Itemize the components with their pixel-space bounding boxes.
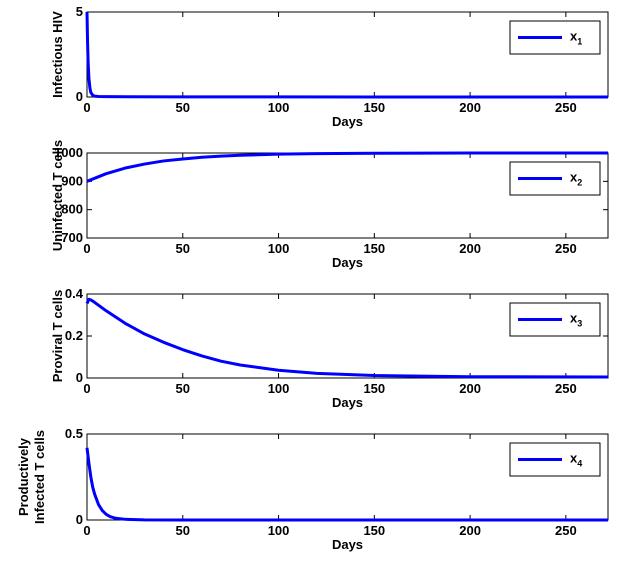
legend: x2 [509,161,601,196]
series-line [86,151,608,183]
x-tick-label: 150 [363,523,385,538]
x-tick-label: 200 [459,523,481,538]
x-tick-label: 250 [555,381,577,396]
x-tick-label: 100 [268,381,290,396]
series-line [85,297,609,379]
x-axis-label: Days [332,114,363,129]
x-tick-label: 0 [83,100,90,115]
legend: x3 [509,302,601,337]
x-tick-label: 250 [555,241,577,256]
y-tick-label: 0.5 [65,426,83,441]
x-axis-label: Days [332,255,363,270]
y-tick-label: 800 [61,202,83,217]
y-tick-label: 0 [76,89,83,104]
x-tick-label: 250 [555,100,577,115]
y-axis-label: Proviral T cells [50,290,65,383]
x-axis-label: Days [332,395,363,410]
x-axis-label: Days [332,537,363,552]
subplot-2: 0 50 100 150 200 250 700 800 900 1000 Days Uninfect… [50,140,609,270]
x-tick-label: 150 [363,381,385,396]
x-tick-label: 200 [459,100,481,115]
series-line [85,447,608,522]
y-tick-label: 700 [61,230,83,245]
x-tick-label: 250 [555,523,577,538]
y-tick-label: 900 [61,173,83,188]
x-tick-label: 0 [83,241,90,256]
y-axis-label: Infectious HIV [50,11,65,98]
y-tick-label: 0.4 [65,286,84,301]
y-tick-label: 0 [76,512,83,527]
subplot-4: 0 50 100 150 200 250 0 0.5 Days Productively Infec… [16,426,609,552]
x-tick-label: 150 [363,241,385,256]
y-axis-label: Infected T cells [32,430,47,524]
subplot-3: 0 50 100 150 200 250 0 0.2 0.4 Days Proviral T cel… [50,286,609,410]
x-tick-label: 100 [268,100,290,115]
x-tick-label: 50 [176,100,190,115]
y-tick-label: 1000 [54,145,83,160]
y-tick-label: 0.2 [65,328,83,343]
x-tick-label: 150 [363,100,385,115]
subplot-1: 0 50 100 150 200 250 0 5 Days Infectious HIV x1 [50,4,609,129]
legend: x4 [509,442,601,477]
y-axis-label: Productively [16,437,31,516]
x-tick-label: 50 [176,381,190,396]
x-tick-label: 100 [268,523,290,538]
x-tick-label: 0 [83,381,90,396]
y-tick-label: 5 [76,4,83,19]
x-tick-label: 200 [459,241,481,256]
y-tick-label: 0 [76,370,83,385]
series-line [85,11,609,99]
x-tick-label: 0 [83,523,90,538]
y-axis-label: Uninfected T cells [50,140,65,251]
x-tick-label: 50 [176,241,190,256]
x-tick-label: 50 [176,523,190,538]
x-tick-label: 200 [459,381,481,396]
legend: x1 [509,20,601,55]
x-tick-label: 100 [268,241,290,256]
